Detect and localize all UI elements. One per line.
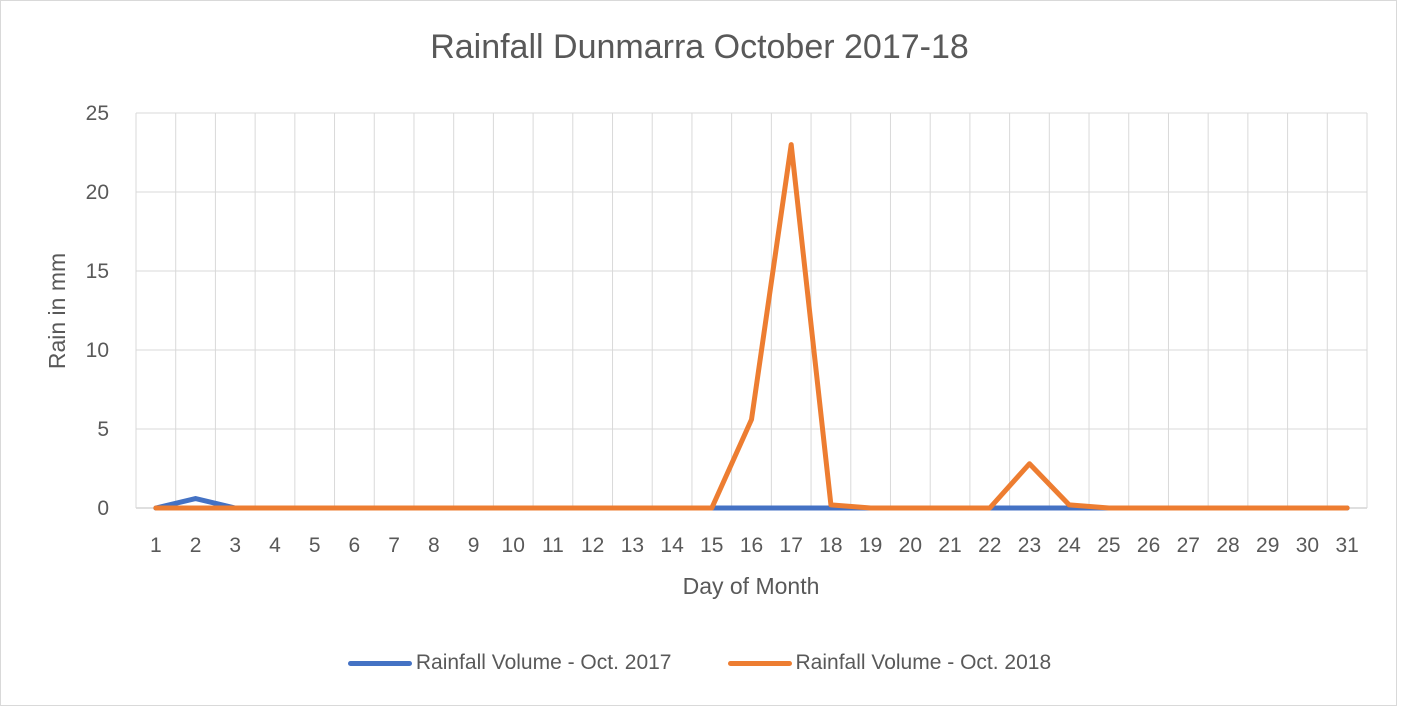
x-tick-label: 11 xyxy=(542,534,564,557)
x-tick-label: 7 xyxy=(388,534,400,557)
x-tick-label: 15 xyxy=(700,534,723,557)
x-tick-label: 1 xyxy=(150,534,162,557)
x-tick-label: 5 xyxy=(309,534,321,557)
x-tick-label: 9 xyxy=(468,534,480,557)
x-tick-label: 17 xyxy=(780,534,803,557)
legend-swatch-2017 xyxy=(347,660,412,666)
x-tick-label: 6 xyxy=(349,534,361,557)
x-axis-title: Day of Month xyxy=(683,573,820,599)
x-tick-label: 26 xyxy=(1137,534,1160,557)
legend-item-2018: Rainfall Volume - Oct. 2018 xyxy=(727,651,1052,675)
x-tick-label: 12 xyxy=(581,534,604,557)
x-tick-label: 3 xyxy=(229,534,241,557)
chart-title: Rainfall Dunmarra October 2017-18 xyxy=(430,28,969,66)
x-tick-label: 16 xyxy=(740,534,763,557)
x-tick-label: 19 xyxy=(859,534,882,557)
y-tick-label: 25 xyxy=(86,102,109,125)
x-tick-label: 24 xyxy=(1057,534,1081,557)
x-tick-label: 31 xyxy=(1335,534,1358,557)
x-tick-label: 27 xyxy=(1177,534,1200,557)
y-tick-label: 0 xyxy=(97,497,109,520)
x-tick-label: 25 xyxy=(1097,534,1120,557)
x-tick-label: 28 xyxy=(1216,534,1239,557)
y-tick-label: 10 xyxy=(86,339,109,362)
grid-layer xyxy=(135,112,1368,509)
x-tick-label: 8 xyxy=(428,534,440,557)
legend-label-2017: Rainfall Volume - Oct. 2017 xyxy=(415,651,672,674)
legend-label-2018: Rainfall Volume - Oct. 2018 xyxy=(795,651,1052,674)
series-layer xyxy=(153,142,1350,511)
x-tick-label: 22 xyxy=(978,534,1001,557)
y-tick-label: 15 xyxy=(86,260,109,283)
x-tick-label: 30 xyxy=(1296,534,1319,557)
legend-item-2017: Rainfall Volume - Oct. 2017 xyxy=(347,651,672,675)
x-tick-label: 18 xyxy=(819,534,842,557)
legend-swatch-2018 xyxy=(727,660,792,666)
x-tick-label: 14 xyxy=(660,534,684,557)
x-tick-label: 10 xyxy=(502,534,525,557)
x-tick-label: 13 xyxy=(621,534,644,557)
x-tick-label: 20 xyxy=(899,534,922,557)
x-tick-label: 23 xyxy=(1018,534,1041,557)
y-tick-label: 5 xyxy=(97,418,109,441)
legend: Rainfall Volume - Oct. 2017 Rainfall Vol… xyxy=(1,651,1398,675)
x-tick-label: 4 xyxy=(269,534,281,557)
x-tick-label: 29 xyxy=(1256,534,1279,557)
series-line-2018 xyxy=(153,142,1350,511)
y-axis-title: Rain in mm xyxy=(44,253,70,369)
x-tick-label: 21 xyxy=(938,534,961,557)
y-tick-label: 20 xyxy=(86,181,109,204)
x-tick-label: 2 xyxy=(190,534,202,557)
